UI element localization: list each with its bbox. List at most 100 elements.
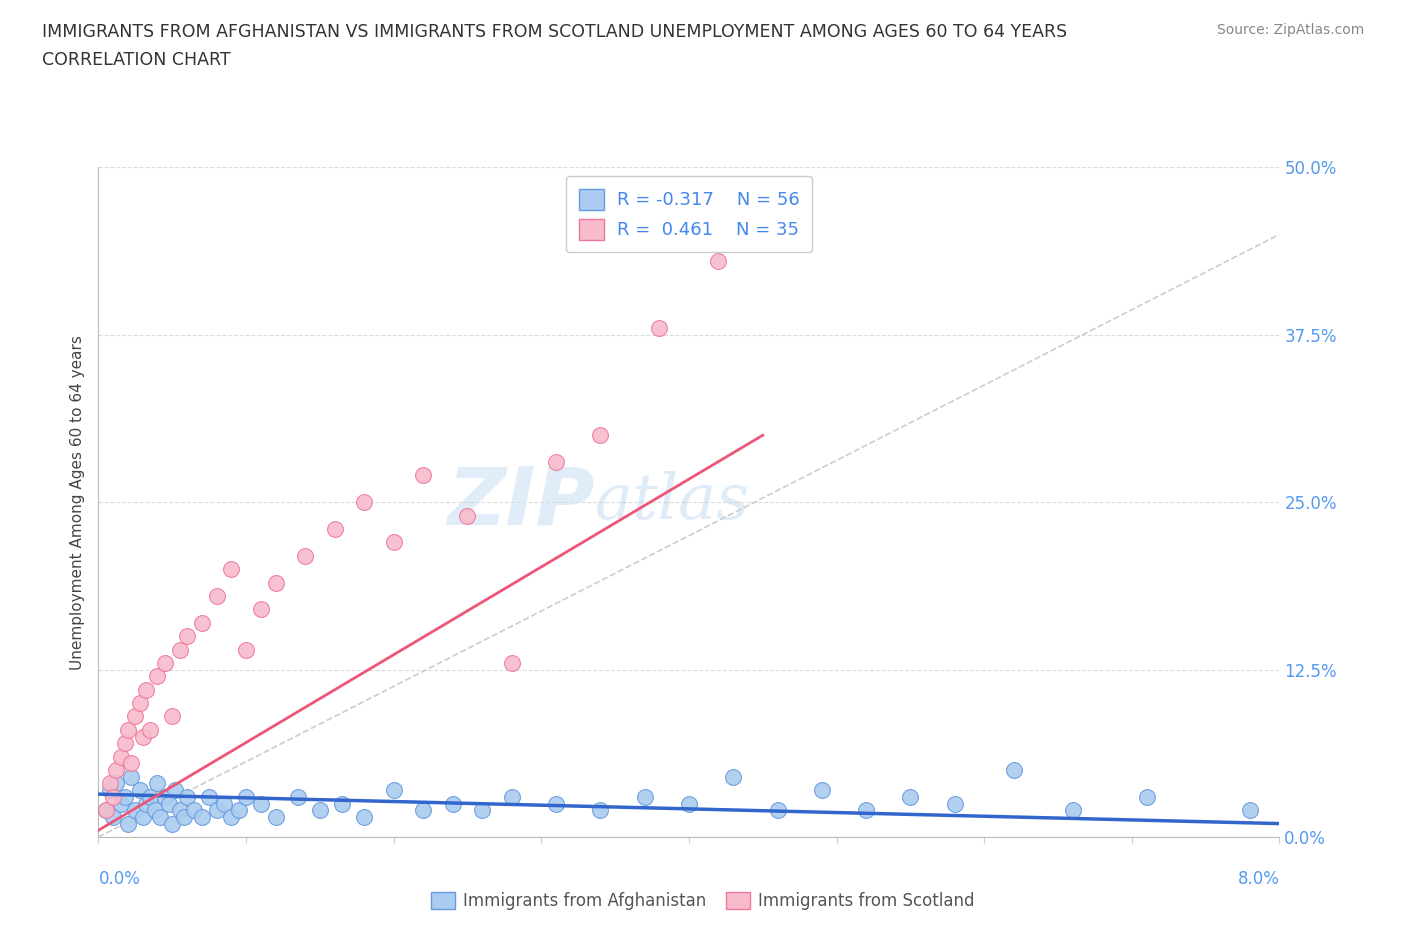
Point [198, 790, 221, 804]
Point [1135, 790, 1157, 804]
Point [501, 656, 523, 671]
Point [149, 809, 172, 824]
Point [117, 817, 139, 831]
Text: 0.0%: 0.0% [98, 870, 141, 887]
Point [1062, 803, 1084, 817]
Point [264, 575, 287, 590]
Point [353, 495, 375, 510]
Text: 8.0%: 8.0% [1237, 870, 1279, 887]
Point [810, 783, 832, 798]
Point [162, 817, 183, 831]
Point [721, 769, 744, 784]
Point [98, 783, 121, 798]
Point [219, 809, 242, 824]
Point [412, 803, 434, 817]
Point [190, 616, 214, 631]
Point [110, 750, 132, 764]
Point [105, 776, 128, 790]
Point [678, 796, 700, 811]
Point [228, 803, 250, 817]
Point [205, 589, 228, 604]
Point [139, 723, 162, 737]
Point [153, 656, 176, 671]
Point [308, 803, 332, 817]
Point [183, 803, 205, 817]
Point [132, 809, 155, 824]
Point [235, 790, 257, 804]
Point [165, 783, 187, 798]
Point [633, 790, 655, 804]
Text: IMMIGRANTS FROM AFGHANISTAN VS IMMIGRANTS FROM SCOTLAND UNEMPLOYMENT AMONG AGES : IMMIGRANTS FROM AFGHANISTAN VS IMMIGRANT… [42, 23, 1067, 41]
Point [250, 602, 273, 617]
Point [120, 756, 142, 771]
Point [169, 642, 191, 657]
Point [412, 468, 434, 483]
Point [898, 790, 921, 804]
Text: Source: ZipAtlas.com: Source: ZipAtlas.com [1216, 23, 1364, 37]
Point [441, 796, 464, 811]
Point [264, 809, 287, 824]
Point [330, 796, 353, 811]
Point [648, 321, 671, 336]
Point [135, 796, 157, 811]
Point [382, 783, 405, 798]
Point [157, 796, 180, 811]
Point [146, 776, 169, 790]
Point [124, 803, 146, 817]
Point [766, 803, 789, 817]
Y-axis label: Unemployment Among Ages 60 to 64 years: Unemployment Among Ages 60 to 64 years [69, 335, 84, 670]
Point [124, 709, 146, 724]
Text: atlas: atlas [595, 472, 749, 533]
Point [323, 522, 346, 537]
Point [153, 790, 176, 804]
Point [544, 796, 567, 811]
Point [139, 790, 162, 804]
Point [1002, 763, 1025, 777]
Point [98, 776, 121, 790]
Text: ZIP: ZIP [447, 463, 595, 541]
Point [117, 723, 139, 737]
Point [855, 803, 877, 817]
Point [943, 796, 966, 811]
Point [176, 790, 198, 804]
Point [382, 535, 405, 550]
Point [146, 669, 169, 684]
Point [287, 790, 309, 804]
Text: CORRELATION CHART: CORRELATION CHART [42, 51, 231, 69]
Point [103, 790, 125, 804]
Point [94, 803, 117, 817]
Point [169, 803, 191, 817]
Point [250, 796, 273, 811]
Point [94, 803, 117, 817]
Point [456, 508, 478, 523]
Point [1239, 803, 1261, 817]
Point [173, 809, 195, 824]
Point [707, 254, 730, 269]
Legend: R = -0.317    N = 56, R =  0.461    N = 35: R = -0.317 N = 56, R = 0.461 N = 35 [567, 177, 811, 252]
Point [589, 428, 612, 443]
Point [544, 455, 567, 470]
Point [114, 736, 136, 751]
Point [135, 683, 157, 698]
Point [110, 796, 132, 811]
Point [114, 790, 136, 804]
Point [589, 803, 612, 817]
Point [235, 642, 257, 657]
Point [143, 803, 166, 817]
Point [471, 803, 494, 817]
Point [103, 809, 125, 824]
Point [353, 809, 375, 824]
Point [205, 803, 228, 817]
Point [219, 562, 242, 577]
Point [128, 783, 150, 798]
Legend: Immigrants from Afghanistan, Immigrants from Scotland: Immigrants from Afghanistan, Immigrants … [425, 885, 981, 917]
Point [294, 549, 316, 564]
Point [212, 796, 235, 811]
Point [190, 809, 214, 824]
Point [128, 696, 150, 711]
Point [176, 629, 198, 644]
Point [120, 769, 142, 784]
Point [162, 709, 183, 724]
Point [105, 763, 128, 777]
Point [501, 790, 523, 804]
